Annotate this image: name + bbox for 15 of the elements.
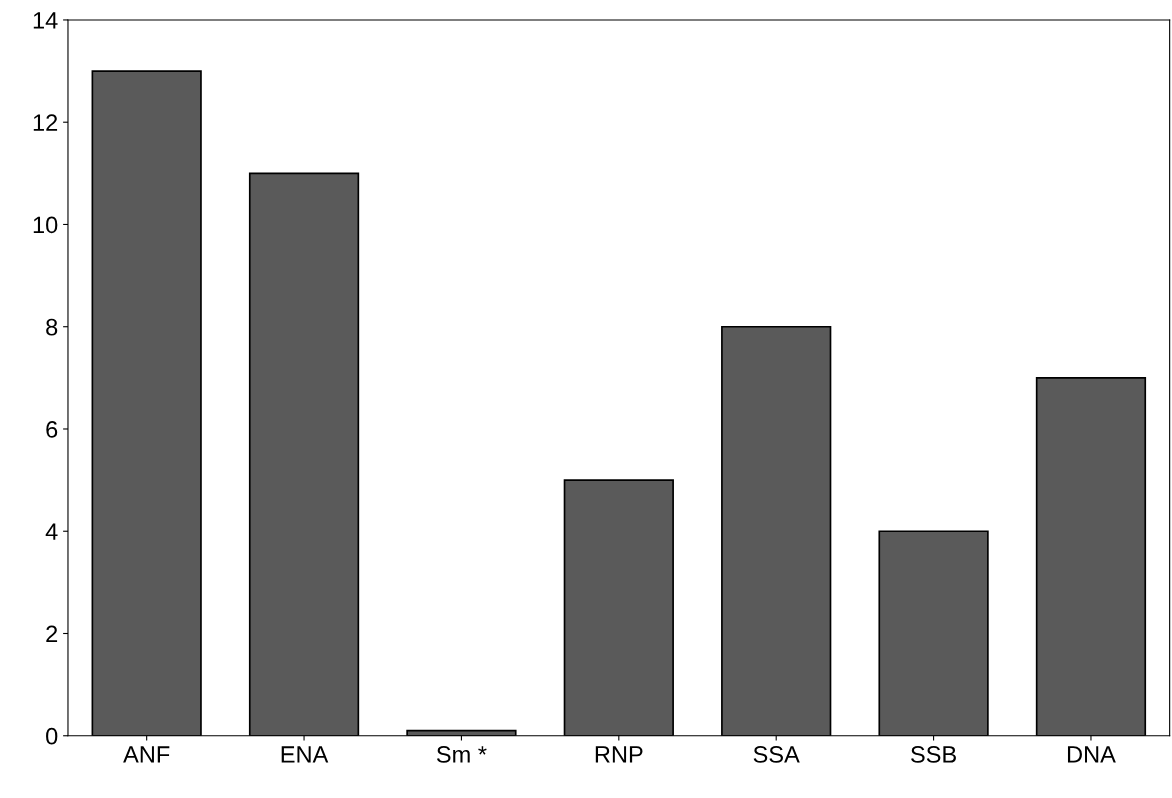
y-tick-label: 14 — [33, 12, 58, 29]
y-tick-label: 2 — [46, 625, 58, 643]
x-tick-label: SSB — [911, 746, 956, 763]
y-tick-label: 8 — [46, 318, 58, 336]
y-tick-label: 12 — [33, 114, 58, 131]
y-tick-label: 6 — [46, 421, 58, 438]
y-tick-label: 10 — [33, 216, 58, 234]
x-tick-label: Sm * — [436, 746, 487, 763]
y-tick-label: 0 — [46, 727, 58, 745]
x-tick-label: DNA — [1067, 746, 1116, 763]
y-tick-label: 4 — [45, 523, 58, 540]
x-tick-label: ENA — [281, 746, 329, 763]
x-tick-label: SSA — [753, 746, 800, 763]
x-tick-label: RNP — [595, 746, 643, 763]
x-tick-label: ANF — [123, 746, 170, 763]
